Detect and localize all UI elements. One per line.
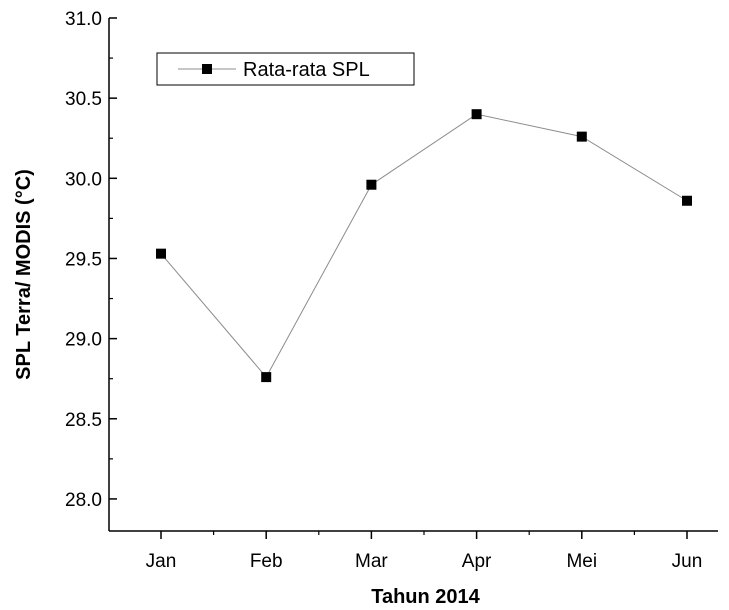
series-line	[160, 113, 688, 378]
y-tick-label: 29.0	[65, 330, 102, 351]
x-tick-label: Feb	[250, 551, 283, 572]
x-axis-title: Tahun 2014	[371, 586, 480, 608]
y-ticks: 28.0 28.5 29.0 29.5 30.0 30.5 31.0	[65, 9, 117, 511]
legend-marker	[202, 64, 212, 74]
data-point	[576, 131, 587, 142]
data-point	[156, 248, 166, 259]
data-point	[366, 179, 377, 190]
series-group	[156, 109, 692, 383]
x-tick-label: Mar	[355, 551, 388, 572]
x-tick-label: Apr	[462, 551, 492, 572]
axes	[108, 18, 718, 532]
legend: Rata-rata SPL	[156, 52, 415, 86]
y-tick-label: 31.0	[65, 9, 102, 30]
x-tick-label: Jan	[146, 551, 177, 572]
y-tick-label: 30.0	[65, 169, 102, 190]
x-ticks: Jan Feb Mar Apr Mei Jun	[146, 531, 703, 572]
y-axis-title: SPL Terra/ MODIS (°C)	[13, 169, 35, 380]
y-tick-label: 28.0	[65, 490, 102, 511]
data-point	[682, 195, 692, 206]
data-point	[261, 372, 272, 383]
x-tick-label: Jun	[672, 551, 703, 572]
x-tick-label: Mei	[566, 551, 597, 572]
y-tick-label: 28.5	[65, 410, 102, 431]
legend-label: Rata-rata SPL	[243, 59, 370, 81]
y-tick-label: 30.5	[65, 89, 102, 110]
data-point	[471, 109, 482, 120]
y-tick-label: 29.5	[65, 249, 102, 270]
